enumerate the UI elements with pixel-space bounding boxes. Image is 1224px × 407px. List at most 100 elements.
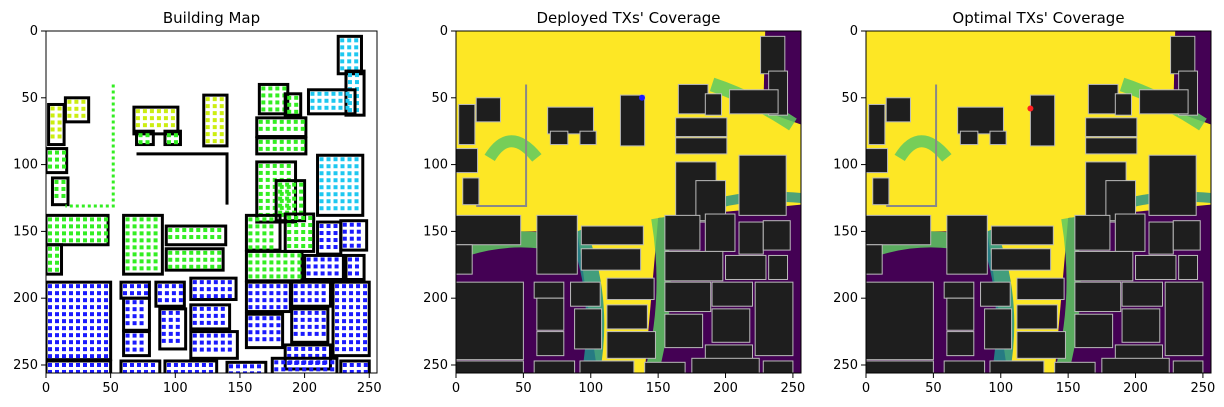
y-tick-label: 50 [431,91,448,106]
marker-dot [255,330,260,335]
marker-dot [125,231,130,236]
marker-dot [258,163,263,168]
marker-dot [347,66,352,71]
building [1087,83,1119,115]
marker-dot [62,164,66,169]
marker-dot [76,305,80,310]
marker-dot [199,280,204,285]
marker-dot [320,257,325,262]
marker-dot [347,164,352,169]
marker-dot [171,284,176,289]
marker-dot [338,105,343,110]
marker-dot [313,271,318,276]
marker-dot [331,91,336,96]
marker-dot [166,133,171,138]
marker-dot [258,170,263,175]
marker-dot [69,231,73,236]
marker-dot [292,203,297,208]
x-tick-label: 100 [163,381,188,396]
marker-dot [342,312,347,317]
building [579,130,597,146]
marker-dot [62,238,66,243]
marker-dot [299,182,304,187]
marker-dot [354,52,359,57]
marker-dot [168,310,173,315]
marker-dot [262,217,267,222]
marker-dot [178,284,183,289]
marker-dot [340,45,345,50]
y-tick-label: 250 [833,358,858,373]
marker-dot [279,146,284,151]
marker-dot [354,80,359,85]
marker-dot [192,287,197,292]
marker-dot [326,238,331,243]
marker-dot [319,224,324,229]
marker-dot [308,346,313,351]
walkway [886,84,938,208]
marker-dot [62,284,66,289]
marker-dot [347,80,352,85]
marker-dot [206,333,211,338]
marker-dot [175,324,180,329]
marker-dot [356,222,361,227]
marker-dot [69,284,73,289]
marker-dot [205,132,210,137]
marker-dot [50,120,55,125]
marker-dot [342,291,347,296]
marker-dot [48,284,52,289]
marker-dot [319,245,324,250]
marker-dot [122,284,127,289]
marker-dot [261,107,266,112]
marker-dot [285,203,290,208]
marker-dot [287,346,292,351]
marker-dot [286,139,291,144]
marker-dot [175,317,180,322]
marker-dot [173,133,178,138]
marker-dot [257,371,262,373]
marker-dot [48,326,52,331]
marker-dot [294,102,299,107]
marker-dot [104,291,108,296]
marker-dot [164,298,169,303]
marker-dot [248,253,253,258]
marker-dot [255,217,260,222]
marker-dot [104,340,108,345]
y-tick-label: 250 [423,358,448,373]
x-tick-label: 150 [228,381,253,396]
marker-dot [55,340,59,345]
marker-dot [316,360,321,365]
marker-dot [57,113,62,118]
marker-dot [208,369,213,373]
marker-dot [283,267,288,272]
building [1135,254,1177,280]
marker-dot [149,123,154,128]
marker-dot [276,330,281,335]
marker-dot [338,91,343,96]
marker-dot [308,237,313,242]
marker-dot [319,185,324,190]
marker-dot [143,291,148,296]
marker-dot [338,98,343,103]
building-outline [189,330,239,360]
marker-dot [347,185,352,190]
marker-dot [62,333,66,338]
marker-dot [262,267,267,272]
building [1148,221,1174,255]
marker-dot [55,238,59,243]
marker-dot [293,139,298,144]
marker-dot [199,347,204,352]
marker-dot [307,324,312,329]
marker-dot [269,274,274,279]
marker-dot [189,228,194,233]
marker-dot [286,184,291,189]
marker-dot [143,362,148,367]
marker-dot [164,284,169,289]
building-outline [303,253,345,281]
x-tick-label: 250 [781,381,806,396]
marker-dot [314,331,319,336]
marker-dot [146,231,151,236]
building [458,103,476,146]
marker-dot [258,126,263,131]
marker-dot [142,123,147,128]
building [943,360,986,373]
